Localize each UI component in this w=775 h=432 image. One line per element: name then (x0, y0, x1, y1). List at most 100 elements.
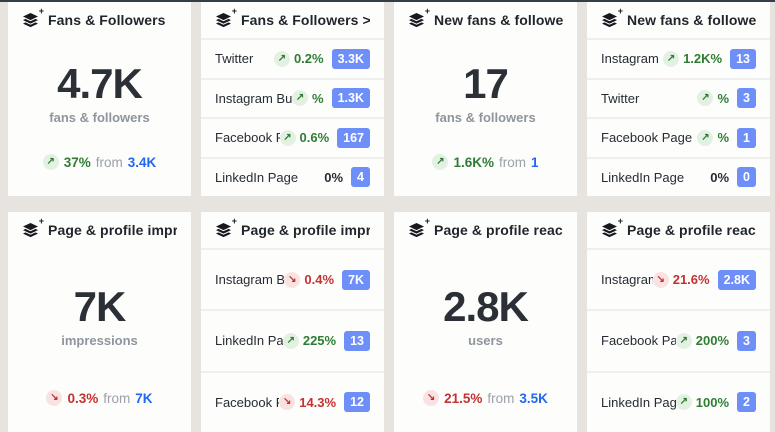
metric-row[interactable]: Instagram Business ↗ % 1.3K (201, 77, 384, 118)
trend-previous-value[interactable]: 7K (135, 390, 153, 406)
card-title: New fans & followers (434, 12, 563, 28)
trend-percent: 14.3% (299, 394, 337, 410)
row-trend: ↗ 1.2K% (663, 50, 722, 67)
layers-stack-plus-icon: + (408, 6, 430, 28)
layers-stack-plus-icon: + (215, 216, 237, 238)
kpi-trend: ↗ 1.6K% from 1 (394, 154, 577, 196)
trend-percent: % (717, 130, 730, 146)
metric-list-card[interactable]: + Page & profile impre... Instagram Busi… (201, 212, 384, 432)
trend-up-icon: ↗ (42, 154, 59, 170)
network-label: Twitter (215, 51, 254, 67)
trend-from-label: from (95, 154, 123, 170)
value-badge: 13 (730, 48, 756, 69)
metric-row[interactable]: Facebook Page ↗ 0.6% 167 (201, 117, 384, 157)
trend-up-icon: ↗ (697, 129, 714, 146)
kpi-value: 17 (463, 60, 509, 107)
network-label: Instagram Business (215, 272, 285, 288)
trend-percent: 0.6% (299, 130, 330, 146)
metric-row[interactable]: Twitter ↗ % 3 (587, 77, 770, 118)
metric-row[interactable]: Twitter ↗ 0.2% 3.3K (201, 38, 384, 78)
network-label: Facebook Page (601, 130, 693, 146)
kpi-body: 4.7K fans & followers (8, 34, 191, 154)
kpi-unit-label: fans & followers (435, 110, 536, 125)
card-header: + New fans & followers (394, 2, 577, 38)
layers-stack-plus-icon: + (408, 216, 430, 238)
trend-percent: 0.3% (67, 390, 99, 406)
trend-up-icon: ↗ (279, 129, 296, 146)
plus-glyph: + (231, 5, 237, 16)
card-title: Page & profile impre... (241, 222, 370, 238)
metric-row[interactable]: Instagram Bu... ↘ 21.6% 2.8K (587, 248, 770, 309)
card-title: Fans & Followers (48, 12, 166, 28)
kpi-card[interactable]: + Page & profile impre... 7K impressions… (8, 212, 191, 432)
trend-up-icon: ↗ (282, 332, 299, 349)
trend-from-label: from (487, 390, 515, 406)
trend-previous-value[interactable]: 3.5K (519, 390, 548, 406)
metric-row[interactable]: Facebook Page ↗ % 1 (587, 117, 770, 157)
trend-percent: 37% (63, 154, 91, 170)
metric-list-card[interactable]: + Page & profile reach ... Instagram Bu.… (587, 212, 770, 432)
trend-percent: % (717, 90, 730, 106)
kpi-card[interactable]: + New fans & followers 17 fans & followe… (394, 2, 577, 196)
metric-row[interactable]: Instagram Busi... ↗ 1.2K% 13 (587, 38, 770, 78)
value-badge: 3 (737, 330, 756, 351)
card-title: Page & profile reach ... (627, 222, 756, 238)
layers-stack-plus-icon: + (215, 6, 237, 28)
trend-up-icon: ↗ (432, 154, 449, 170)
trend-percent: 21.5% (444, 390, 483, 406)
trend-percent: 225% (302, 333, 337, 349)
trend-up-icon: ↗ (675, 394, 692, 411)
network-label: Facebook Page (215, 394, 279, 410)
row-trend: ↗ % (292, 90, 324, 107)
network-label: Instagram Busi... (601, 51, 663, 67)
card-header: + Fans & Followers > S... (201, 2, 384, 38)
metric-row[interactable]: LinkedIn Page ↗ 100% 2 (587, 370, 770, 432)
kpi-trend: ↗ 37% from 3.4K (8, 154, 191, 196)
trend-percent: 0% (324, 169, 344, 185)
row-trend: ↗ % (697, 129, 730, 146)
trend-up-icon: ↗ (292, 90, 309, 107)
kpi-unit-label: users (468, 333, 503, 348)
plus-glyph: + (38, 215, 44, 226)
kpi-unit-label: impressions (61, 333, 138, 348)
network-label: Facebook Page (215, 130, 280, 146)
metric-row[interactable]: LinkedIn Page 0% 4 (201, 156, 384, 197)
kpi-value: 2.8K (443, 283, 529, 330)
kpi-body: 2.8K users (394, 244, 577, 390)
card-header: + Fans & Followers (8, 2, 191, 38)
metric-list-card[interactable]: + New fans & followers... Instagram Busi… (587, 2, 770, 196)
card-title: Page & profile impre... (48, 222, 177, 238)
trend-previous-value[interactable]: 1 (531, 154, 539, 170)
top-toolbar-edge (0, 0, 775, 2)
card-title: New fans & followers... (627, 12, 756, 28)
row-trend: ↗ 0.2% (273, 50, 324, 67)
trend-down-icon: ↘ (652, 271, 669, 288)
network-label: LinkedIn Page (601, 169, 685, 185)
metric-list-card[interactable]: + Fans & Followers > S... Twitter ↗ 0.2%… (201, 2, 384, 196)
row-trend: ↗ 100% (675, 394, 730, 411)
row-trend: 0% (710, 170, 729, 185)
plus-glyph: + (38, 5, 44, 16)
row-trend: ↗ 200% (675, 332, 729, 349)
card-header: + Page & profile impre... (8, 212, 191, 248)
trend-percent: 0.4% (304, 272, 335, 288)
network-label: Instagram Business (215, 90, 293, 106)
kpi-card[interactable]: + Page & profile reach 2.8K users ↘ 21.5… (394, 212, 577, 432)
metric-row[interactable]: Instagram Business ↘ 0.4% 7K (201, 248, 384, 309)
trend-previous-value[interactable]: 3.4K (127, 154, 157, 170)
kpi-trend: ↘ 21.5% from 3.5K (394, 390, 577, 432)
layers-stack-plus-icon: + (22, 6, 44, 28)
trend-percent: 1.6K% (453, 154, 494, 170)
metric-row[interactable]: LinkedIn Page 0% 0 (587, 156, 770, 197)
metric-row[interactable]: Facebook Page ↘ 14.3% 12 (201, 370, 384, 432)
kpi-card[interactable]: + Fans & Followers 4.7K fans & followers… (8, 2, 191, 196)
trend-from-label: from (103, 390, 131, 406)
trend-percent: 100% (695, 394, 730, 410)
metric-row[interactable]: LinkedIn Page ↗ 225% 13 (201, 309, 384, 370)
kpi-value: 7K (73, 283, 127, 330)
layers-stack-plus-icon: + (22, 216, 44, 238)
metric-row[interactable]: Facebook Page ↗ 200% 3 (587, 309, 770, 370)
card-header: + Page & profile reach ... (587, 212, 770, 248)
row-trend: 0% (324, 170, 343, 185)
plus-glyph: + (617, 5, 623, 16)
